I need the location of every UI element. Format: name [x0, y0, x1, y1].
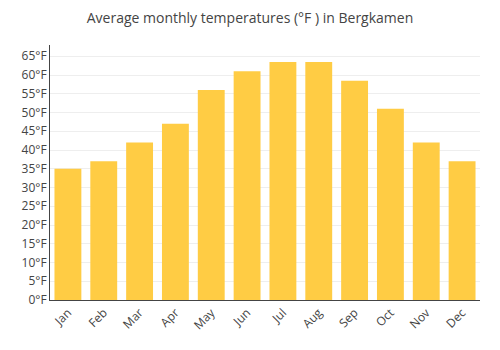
svg-text:Jun: Jun	[229, 304, 254, 329]
svg-text:45°F: 45°F	[22, 122, 47, 139]
svg-text:Aug: Aug	[299, 304, 327, 332]
svg-text:40°F: 40°F	[22, 141, 47, 158]
svg-text:35°F: 35°F	[22, 160, 47, 177]
svg-text:Sep: Sep	[335, 304, 362, 331]
svg-text:Dec: Dec	[442, 304, 469, 331]
svg-text:20°F: 20°F	[22, 216, 47, 233]
svg-text:55°F: 55°F	[22, 85, 47, 102]
svg-text:65°F: 65°F	[22, 47, 47, 64]
svg-text:30°F: 30°F	[22, 179, 47, 196]
svg-text:25°F: 25°F	[22, 197, 47, 214]
svg-text:15°F: 15°F	[22, 235, 47, 252]
svg-text:50°F: 50°F	[22, 104, 47, 121]
svg-text:10°F: 10°F	[22, 254, 47, 271]
svg-text:Oct: Oct	[372, 304, 398, 330]
svg-text:Feb: Feb	[84, 304, 110, 330]
svg-text:May: May	[190, 304, 219, 333]
svg-text:5°F: 5°F	[28, 272, 46, 289]
svg-text:Apr: Apr	[156, 304, 182, 330]
svg-text:Jan: Jan	[50, 304, 75, 329]
svg-text:Average monthly temperatures (: Average monthly temperatures (°F ) in Be…	[87, 8, 414, 27]
svg-text:Jul: Jul	[268, 304, 290, 326]
svg-text:60°F: 60°F	[22, 66, 47, 83]
svg-text:0°F: 0°F	[28, 291, 46, 308]
svg-text:Nov: Nov	[406, 304, 434, 332]
svg-text:Mar: Mar	[119, 304, 147, 332]
